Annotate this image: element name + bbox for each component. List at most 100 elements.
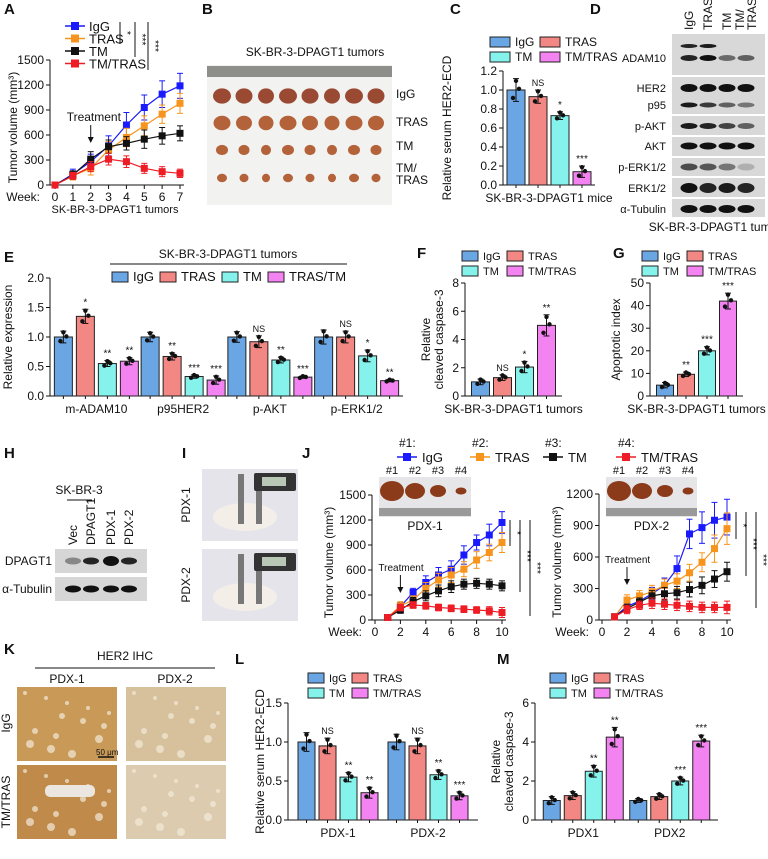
legend-label: TM/TRAS bbox=[641, 450, 698, 465]
legend-prefix: #4: bbox=[618, 436, 635, 450]
tissue-texture bbox=[47, 823, 55, 831]
replicate-dot bbox=[544, 314, 549, 320]
lane-label: TM/ bbox=[733, 9, 747, 30]
legend-label: IgG bbox=[515, 35, 534, 49]
data-point bbox=[686, 530, 693, 538]
replicate-dot bbox=[654, 796, 659, 801]
blot-band bbox=[699, 183, 717, 193]
y-tick-label: 10 bbox=[631, 366, 645, 380]
data-point bbox=[122, 158, 130, 166]
data-point bbox=[447, 571, 455, 579]
tissue-texture bbox=[32, 806, 38, 812]
significance-label: * bbox=[83, 297, 87, 308]
replicate-dot bbox=[516, 86, 522, 92]
tumor bbox=[345, 88, 363, 104]
legend-swatch bbox=[506, 250, 524, 262]
data-point bbox=[422, 592, 430, 600]
tumor bbox=[258, 88, 274, 104]
data-point bbox=[176, 99, 184, 107]
significance-label: ** bbox=[103, 349, 111, 360]
y-tick-label: 0 bbox=[452, 389, 459, 403]
significance-label: ** bbox=[611, 715, 619, 726]
tumor bbox=[305, 173, 315, 183]
replicate-dot bbox=[343, 330, 348, 335]
blot-label: DPAGT1 bbox=[5, 554, 52, 568]
replicate-dot bbox=[478, 377, 483, 382]
tumor bbox=[302, 115, 318, 131]
tumor bbox=[327, 144, 337, 156]
data-point bbox=[447, 604, 455, 612]
tumor bbox=[345, 115, 363, 131]
significance-label: ** bbox=[125, 346, 133, 357]
x-tick-label: 5 bbox=[141, 190, 148, 204]
replicate-dot bbox=[722, 304, 728, 309]
legend-label: IgG bbox=[89, 19, 110, 34]
tissue-texture bbox=[162, 733, 168, 739]
ihc-image bbox=[126, 687, 226, 761]
caliper-screen bbox=[262, 477, 286, 486]
significance-label: *** bbox=[531, 562, 542, 574]
y-tick-label: 0.0 bbox=[265, 813, 282, 827]
replicate-dot bbox=[144, 338, 150, 343]
blot-band bbox=[737, 102, 755, 108]
y-tick-label: 0 bbox=[37, 178, 44, 192]
tumor bbox=[282, 144, 294, 156]
tissue-texture bbox=[44, 696, 48, 700]
category-label: PDX1 bbox=[568, 826, 600, 840]
blot-band bbox=[680, 44, 698, 48]
legend-marker bbox=[622, 453, 630, 461]
tumor bbox=[682, 487, 694, 495]
lane-label: IgG bbox=[682, 11, 696, 30]
replicate-dot bbox=[234, 330, 240, 335]
data-point bbox=[158, 110, 166, 118]
caliper-jaw bbox=[256, 554, 262, 604]
legend-marker bbox=[71, 22, 79, 30]
bar-tras bbox=[336, 336, 356, 397]
tissue-texture bbox=[156, 823, 164, 831]
blot-band bbox=[680, 123, 698, 129]
ihc-images: HER2 IHC PDX-1 PDX-2 IgG TM/TRAS 50 μm bbox=[0, 649, 226, 839]
replicate-dot bbox=[570, 790, 575, 795]
data-point bbox=[723, 568, 731, 576]
blot-band bbox=[83, 557, 99, 565]
x-axis-label: SK-BR-3-DPAGT1 tumors bbox=[444, 402, 582, 416]
legend-label: TRAS bbox=[89, 32, 124, 47]
replicate-dot bbox=[513, 78, 519, 84]
legend-label: IgG bbox=[663, 251, 681, 263]
tumor bbox=[216, 144, 228, 156]
replicate-dot bbox=[253, 343, 259, 349]
tumor bbox=[213, 115, 231, 131]
data-point bbox=[723, 525, 731, 533]
legend-label: TM bbox=[571, 688, 587, 700]
legend-marker bbox=[71, 47, 79, 55]
legend-swatch bbox=[267, 271, 285, 283]
replicate-dot bbox=[105, 358, 110, 364]
x-tick-label: 10 bbox=[720, 625, 734, 639]
data-point bbox=[158, 90, 166, 98]
replicate-dot bbox=[510, 95, 516, 101]
y-tick-label: 8 bbox=[452, 276, 459, 290]
data-point bbox=[686, 569, 693, 577]
data-point bbox=[158, 132, 166, 140]
y-tick-label: 300 bbox=[346, 588, 366, 602]
tumor-tag: #4 bbox=[682, 465, 694, 477]
replicate-dot bbox=[367, 786, 372, 791]
y-tick-label: 1200 bbox=[339, 513, 366, 527]
replicate-dot bbox=[325, 737, 330, 742]
bar-igg bbox=[314, 336, 334, 397]
significance-label: ** bbox=[435, 758, 443, 769]
image-label: PDX-1 bbox=[407, 519, 443, 533]
significance-label: ** bbox=[345, 760, 353, 771]
y-axis-label: Tumor volume (mm³) bbox=[322, 507, 336, 619]
x-tick-label: 10 bbox=[495, 625, 509, 639]
blot-band bbox=[121, 585, 137, 593]
y-tick-label: 1200 bbox=[17, 78, 44, 92]
tissue-texture bbox=[135, 740, 143, 748]
row-label: PDX-1 bbox=[179, 487, 193, 523]
legend-swatch bbox=[539, 36, 561, 48]
x-tick-label: 0 bbox=[599, 625, 606, 639]
blot-band bbox=[699, 123, 717, 129]
bar-chart-l: 0.00.51.01.5PDX-1NS****PDX-2NS*****Relat… bbox=[253, 672, 478, 840]
data-point bbox=[485, 607, 493, 615]
significance-label: * bbox=[121, 31, 132, 35]
